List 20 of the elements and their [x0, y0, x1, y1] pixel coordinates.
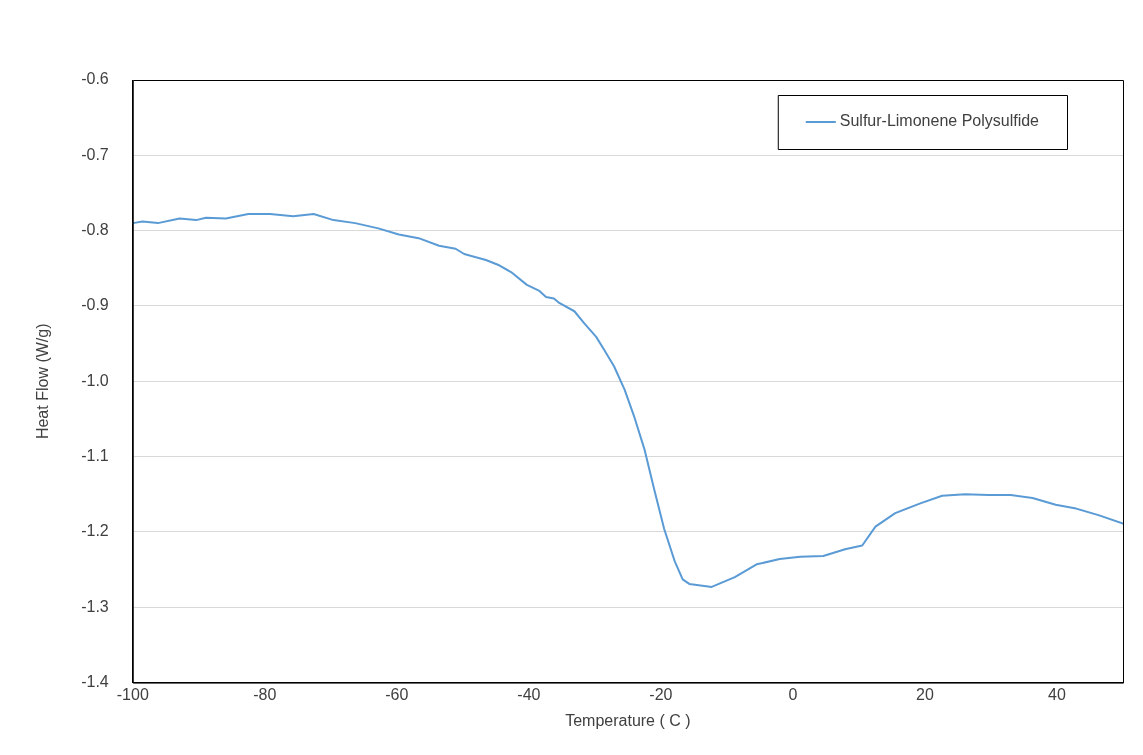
- x-tick-label: 40: [1048, 685, 1066, 703]
- y-tick-label: -0.7: [81, 145, 109, 163]
- y-tick-label: -1.0: [81, 371, 109, 389]
- x-axis-title: Temperature ( C ): [565, 711, 691, 729]
- legend-label: Sulfur-Limonene Polysulfide: [839, 112, 1040, 130]
- y-tick-label: -0.8: [81, 221, 109, 239]
- y-tick-label: -1.4: [81, 673, 109, 691]
- y-axis-title: Heat Flow (W/g): [34, 323, 52, 440]
- x-tick-label: 20: [916, 685, 934, 703]
- y-tick-label: -0.9: [81, 296, 109, 314]
- x-tick-label: -60: [385, 685, 409, 703]
- y-tick-label: -1.2: [81, 522, 109, 540]
- y-tick-label: -1.1: [81, 447, 109, 465]
- x-tick-label: 0: [788, 685, 798, 703]
- x-tick-label: -20: [649, 685, 673, 703]
- x-tick-label: -40: [517, 685, 541, 703]
- x-tick-label: -100: [116, 685, 149, 703]
- y-tick-label: -1.3: [81, 597, 109, 615]
- x-tick-label: -80: [253, 685, 277, 703]
- y-tick-label: -0.6: [81, 70, 109, 88]
